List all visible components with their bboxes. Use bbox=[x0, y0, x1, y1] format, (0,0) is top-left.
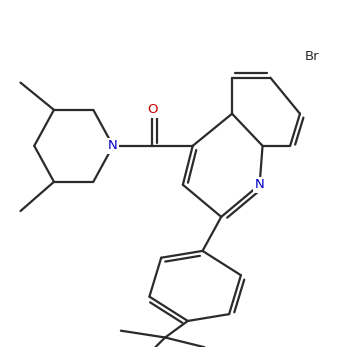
Text: Br: Br bbox=[305, 50, 319, 63]
Text: O: O bbox=[147, 103, 158, 117]
Text: N: N bbox=[108, 139, 118, 152]
Text: N: N bbox=[255, 178, 264, 191]
